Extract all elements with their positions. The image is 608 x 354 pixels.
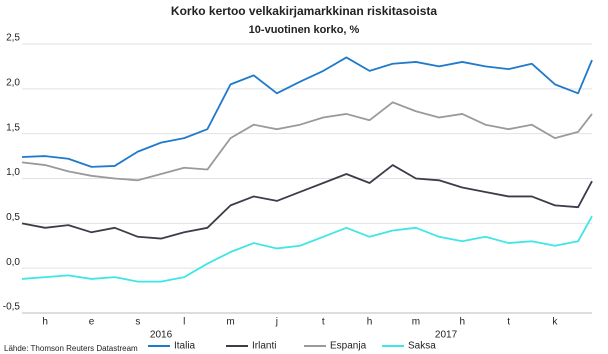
x-tick-label: s xyxy=(135,317,140,328)
x-tick-label: k xyxy=(552,317,558,328)
y-tick-label: 2,0 xyxy=(6,77,20,88)
chart-subtitle: 10-vuotinen korko, % xyxy=(249,24,360,36)
series-line xyxy=(21,164,593,240)
year-label: 2016 xyxy=(150,330,173,341)
x-tick-label: h xyxy=(459,317,465,328)
legend-label: Italia xyxy=(174,341,196,352)
legend-label: Saksa xyxy=(408,341,436,352)
y-tick-label: 0,5 xyxy=(6,212,20,223)
series-line xyxy=(21,56,593,168)
series-line xyxy=(21,101,593,182)
y-tick-label: 2,5 xyxy=(6,33,20,44)
y-tick-label: 1,5 xyxy=(6,122,20,133)
x-tick-label: m xyxy=(412,317,420,328)
x-tick-label: h xyxy=(367,317,373,328)
x-tick-label: e xyxy=(89,317,95,328)
y-tick-label: 1,0 xyxy=(6,167,20,178)
series-line xyxy=(21,215,593,283)
x-tick-label: t xyxy=(507,317,510,328)
x-tick-label: j xyxy=(275,317,278,328)
chart-title: Korko kertoo velkakirjamarkkinan riskita… xyxy=(171,4,437,18)
source: Lähde: Thomson Reuters Datastream xyxy=(4,344,138,353)
legend-label: Irlanti xyxy=(252,341,276,352)
x-tick-label: h xyxy=(42,317,48,328)
x-tick-label: m xyxy=(226,317,234,328)
x-tick-label: t xyxy=(322,317,325,328)
year-label: 2017 xyxy=(435,330,458,341)
y-tick-label: -0,5 xyxy=(3,302,21,313)
y-tick-label: 0,0 xyxy=(6,257,20,268)
legend-label: Espanja xyxy=(330,341,367,352)
x-tick-label: l xyxy=(183,317,185,328)
